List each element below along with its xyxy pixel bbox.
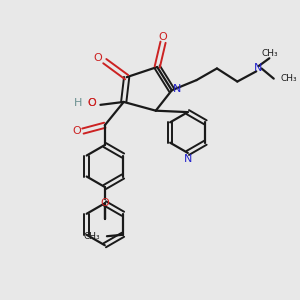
Text: N: N [173,84,181,94]
Text: O: O [100,198,109,208]
Text: H: H [74,98,82,108]
Text: O: O [87,98,96,108]
Text: N: N [254,63,262,74]
Text: N: N [184,154,193,164]
Text: O: O [87,98,96,108]
Text: O: O [72,126,81,136]
Text: O: O [93,53,102,63]
Text: CH₃: CH₃ [261,49,278,58]
Text: CH₃: CH₃ [84,232,101,241]
Text: O: O [159,32,167,42]
Text: CH₃: CH₃ [280,74,297,83]
